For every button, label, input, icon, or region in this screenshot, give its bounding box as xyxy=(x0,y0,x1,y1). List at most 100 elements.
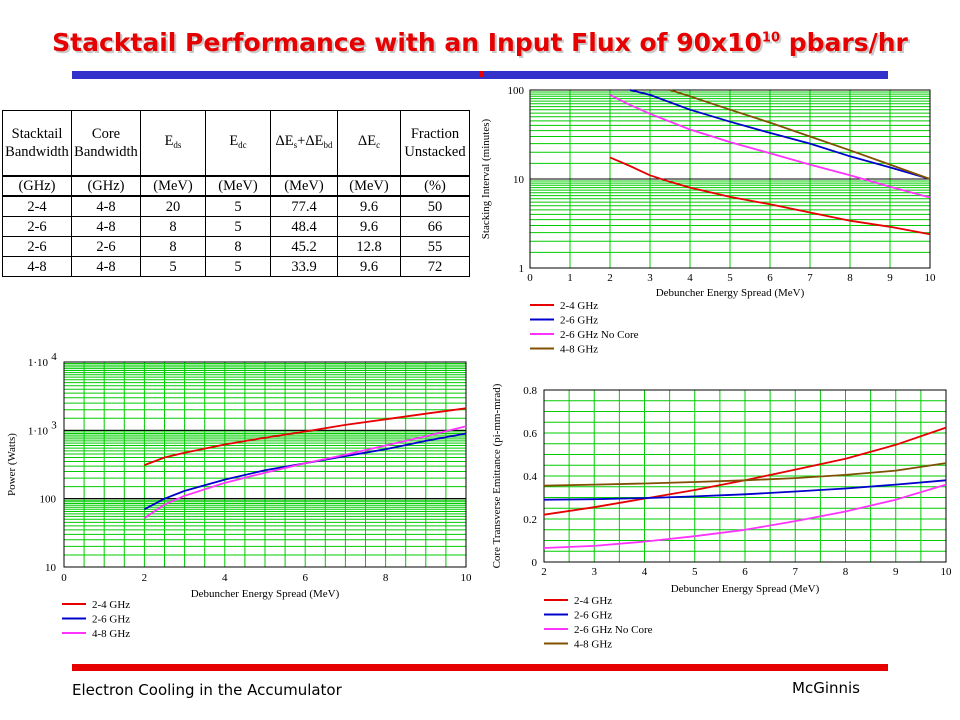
table-cell: 33.9 xyxy=(270,256,338,277)
table-cell: 9.6 xyxy=(337,216,401,237)
stacking-series-line-1 xyxy=(609,156,931,236)
stacking-y-tick-label: 10 xyxy=(513,174,525,186)
power-x-tick-label: 2 xyxy=(142,572,148,584)
header-core-bandwidth: Core Bandwidth xyxy=(71,110,141,177)
emittance-y-tick-label: 0 xyxy=(532,557,538,569)
power-plot-frame xyxy=(63,361,467,568)
footer-right: McGinnis xyxy=(792,679,860,697)
unit-cell: (GHz) xyxy=(2,175,72,197)
power-x-tick-label: 8 xyxy=(383,572,389,584)
emittance-x-tick-label: 4 xyxy=(642,566,648,578)
title-superscript: 10 xyxy=(761,30,781,46)
unit-cell: (MeV) xyxy=(140,175,206,197)
power-legend-label-3: 4-8 GHz xyxy=(92,628,130,640)
stacking-legend-label-1: 2-4 GHz xyxy=(560,300,598,312)
power-x-axis-label: Debuncher Energy Spread (MeV) xyxy=(191,588,340,600)
emittance-y-tick-label: 0.6 xyxy=(523,428,537,440)
power-y-tick-exponent: 3 xyxy=(51,419,57,431)
stacking-series-line-4 xyxy=(669,89,931,180)
power-x-tick-label: 10 xyxy=(461,572,473,584)
header-eds: Eds xyxy=(140,110,206,177)
emittance-y-tick-label: 0.4 xyxy=(523,471,537,483)
stacking-x-tick-label: 8 xyxy=(847,272,853,284)
title-text: Stacktail Performance with an Input Flux… xyxy=(52,28,762,57)
emittance-plot-frame xyxy=(543,389,947,563)
emittance-y-axis-label: Core Transverse Emittance (pi-mm-mrad) xyxy=(491,383,503,568)
emittance-series-line-4 xyxy=(543,462,947,487)
emittance-series-line-2 xyxy=(543,479,947,501)
stacking-y-tick-label: 100 xyxy=(508,85,525,97)
stacking-series-line-3 xyxy=(609,94,931,199)
stacking-legend-label-3: 2-6 GHz No Core xyxy=(560,329,639,341)
power-x-tick-label: 6 xyxy=(302,572,308,584)
emittance-x-tick-label: 9 xyxy=(893,566,899,578)
emittance-legend-label-3: 2-6 GHz No Core xyxy=(574,624,653,636)
stacking-x-tick-label: 2 xyxy=(607,272,613,284)
title-underline-tick xyxy=(479,71,483,77)
unit-cell: (MeV) xyxy=(270,175,338,197)
emittance-x-tick-label: 8 xyxy=(843,566,849,578)
stacking-legend-label-2: 2-6 GHz xyxy=(560,315,598,327)
stacking-x-tick-label: 10 xyxy=(925,272,937,284)
stacking-x-tick-label: 3 xyxy=(647,272,653,284)
power-y-tick-label: 100 xyxy=(40,494,57,506)
stacking-series-line-2 xyxy=(629,89,931,180)
table-row: 2-4 4-8 20 5 77.4 9.6 50 xyxy=(2,195,470,217)
stacking-x-tick-label: 5 xyxy=(727,272,733,284)
table-cell: 5 xyxy=(140,256,206,277)
table-cell: 9.6 xyxy=(337,195,401,217)
power-x-tick-label: 0 xyxy=(61,572,67,584)
table-units-row: (GHz) (GHz) (MeV) (MeV) (MeV) (MeV) (%) xyxy=(2,175,470,197)
emittance-x-tick-label: 10 xyxy=(941,566,953,578)
unit-cell: (MeV) xyxy=(337,175,401,197)
unit-cell: (GHz) xyxy=(71,175,141,197)
emittance-y-tick-label: 0.8 xyxy=(523,385,537,397)
emittance-x-tick-label: 3 xyxy=(592,566,598,578)
power-series-line-2 xyxy=(143,432,467,511)
emittance-x-tick-label: 5 xyxy=(692,566,698,578)
power-x-tick-label: 4 xyxy=(222,572,228,584)
emittance-legend-label-1: 2-4 GHz xyxy=(574,595,612,607)
page-title: Stacktail Performance with an Input Flux… xyxy=(0,28,960,57)
stacking-x-axis-label: Debuncher Energy Spread (MeV) xyxy=(656,287,805,299)
stacking-y-tick-label: 1 xyxy=(519,263,525,275)
stacking-x-tick-label: 6 xyxy=(767,272,773,284)
footer-bar xyxy=(72,664,888,671)
table-cell: 4-8 xyxy=(2,256,72,277)
emittance-legend-label-4: 4-8 GHz xyxy=(574,639,612,651)
unit-cell: (%) xyxy=(400,175,470,197)
table-header-row: Stacktail Bandwidth Core Bandwidth Eds E… xyxy=(2,110,470,177)
emittance-x-tick-label: 2 xyxy=(541,566,547,578)
emittance-series-line-3 xyxy=(543,483,947,549)
header-fraction-unstacked: Fraction Unstacked xyxy=(400,110,470,177)
power-y-axis-label: Power (Watts) xyxy=(6,433,18,496)
emittance-y-tick-label: 0.2 xyxy=(523,514,537,526)
table-row: 4-8 4-8 5 5 33.9 9.6 72 xyxy=(2,256,470,277)
stacking-y-axis-label: Stacking Interval (minutes) xyxy=(480,118,492,239)
stacking-x-tick-label: 4 xyxy=(687,272,693,284)
power-y-tick-label: 10 xyxy=(45,562,57,574)
power-series-line-3 xyxy=(143,425,467,519)
table-cell: 4-8 xyxy=(71,256,141,277)
emittance-x-tick-label: 7 xyxy=(793,566,799,578)
title-suffix: pbars/hr xyxy=(780,28,908,57)
power-y-tick-label: 1·10 xyxy=(28,425,49,437)
stacking-x-tick-label: 7 xyxy=(807,272,813,284)
table-cell: 72 xyxy=(400,256,470,277)
stacking-x-tick-label: 9 xyxy=(887,272,893,284)
emittance-x-tick-label: 6 xyxy=(742,566,748,578)
stacking-x-tick-label: 0 xyxy=(527,272,533,284)
header-edc: Edc xyxy=(205,110,271,177)
table-cell: 2-6 xyxy=(71,236,141,257)
parameter-table: Stacktail Bandwidth Core Bandwidth Eds E… xyxy=(2,110,470,277)
power-y-tick-exponent: 4 xyxy=(51,351,57,363)
emittance-legend-label-2: 2-6 GHz xyxy=(574,610,612,622)
stacking-x-tick-label: 1 xyxy=(567,272,573,284)
power-y-tick-label: 1·10 xyxy=(28,357,49,369)
power-legend-label-2: 2-6 GHz xyxy=(92,614,130,626)
stacking-legend-label-4: 4-8 GHz xyxy=(560,344,598,356)
power-series-line-1 xyxy=(144,407,467,466)
power-legend-label-1: 2-4 GHz xyxy=(92,599,130,611)
emittance-x-axis-label: Debuncher Energy Spread (MeV) xyxy=(671,583,820,595)
